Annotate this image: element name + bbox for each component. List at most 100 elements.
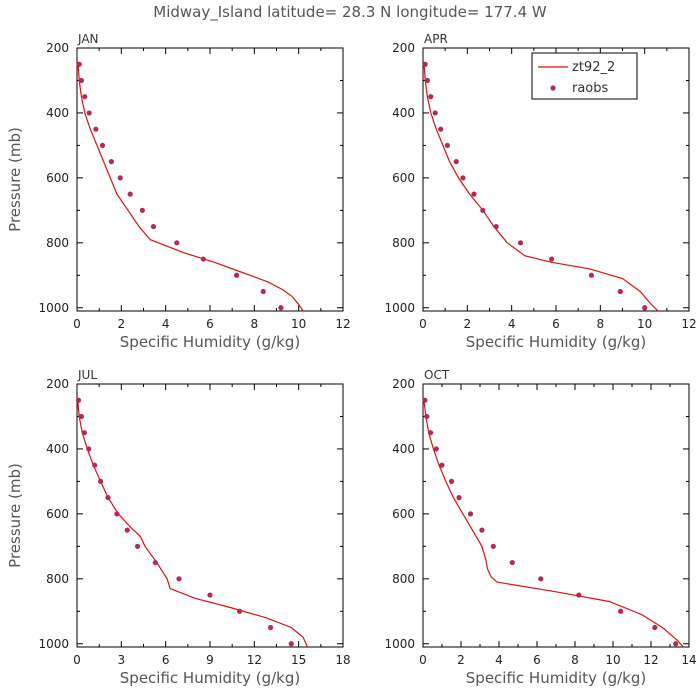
legend-obs-label: raobs	[572, 81, 609, 96]
panel-apr: APR 0 2 4 6 8 10 12 200 400 600 800 1000 Specific Hum…	[384, 32, 696, 351]
data-point-raobs	[267, 624, 274, 631]
x-tick-label: 2	[118, 317, 126, 331]
data-point-raobs	[127, 191, 133, 197]
data-point-raobs	[456, 495, 462, 501]
x-tick-label: 10	[605, 653, 620, 667]
y-axis-label: Pressure (mb)	[6, 127, 24, 232]
data-point-raobs	[99, 142, 106, 149]
y-tick-label: 800	[392, 236, 415, 250]
data-point-raobs	[673, 641, 679, 647]
panel-title: OCT	[424, 368, 450, 382]
y-tick-label: 600	[392, 171, 415, 185]
data-point-raobs	[207, 592, 213, 598]
data-point-raobs	[78, 77, 85, 84]
x-tick-label: 6	[552, 317, 560, 331]
x-tick-label: 6	[533, 653, 541, 667]
data-point-raobs	[278, 305, 284, 311]
legend-point-swatch	[550, 85, 556, 91]
y-tick-label: 1000	[384, 301, 415, 315]
data-point-raobs	[176, 576, 182, 582]
series-line-zt92_2	[423, 400, 684, 648]
data-point-raobs	[460, 175, 466, 181]
x-tick-label: 12	[681, 317, 696, 331]
data-point-raobs	[618, 608, 624, 614]
data-point-raobs	[105, 495, 111, 501]
panel-oct: OCT 0 2 4 6 8 10 12 14 200 400 600 800 1000 Specific H…	[384, 368, 696, 687]
x-tick-label: 4	[508, 317, 516, 331]
plot-frame	[76, 47, 344, 312]
data-point-raobs	[548, 256, 555, 262]
y-tick-label: 400	[46, 442, 69, 456]
y-axis-label: Pressure (mb)	[6, 463, 24, 568]
data-point-raobs	[453, 159, 459, 165]
data-point-raobs	[288, 641, 294, 647]
x-axis-label: Specific Humidity (g/kg)	[466, 333, 646, 351]
y-tick-label: 600	[46, 171, 69, 185]
data-point-raobs	[642, 305, 648, 311]
series-line-zt92_2	[423, 64, 659, 312]
y-tick-label: 800	[392, 572, 415, 586]
y-tick-label: 400	[46, 106, 69, 120]
data-point-raobs	[424, 77, 431, 84]
y-tick-label: 600	[46, 507, 69, 521]
x-tick-label: 8	[571, 653, 579, 667]
x-tick-label: 0	[73, 317, 81, 331]
data-point-raobs	[428, 94, 434, 100]
data-point-raobs	[200, 256, 206, 262]
y-tick-label: 400	[392, 106, 415, 120]
x-tick-label: 8	[251, 317, 259, 331]
data-point-raobs	[139, 207, 145, 213]
data-point-raobs	[588, 272, 595, 278]
data-point-raobs	[617, 288, 623, 295]
data-point-raobs	[439, 462, 445, 468]
data-point-raobs	[152, 559, 158, 566]
y-tick-label: 600	[392, 507, 415, 521]
data-point-raobs	[76, 61, 82, 67]
data-point-raobs	[86, 446, 92, 452]
data-point-raobs	[432, 110, 438, 116]
x-tick-label: 12	[247, 653, 262, 667]
x-tick-label: 18	[335, 653, 350, 667]
data-point-raobs	[92, 462, 98, 468]
data-point-raobs	[480, 207, 486, 213]
data-point-raobs	[479, 527, 485, 533]
data-point-raobs	[150, 223, 157, 230]
panel-jan: JAN 0 2 4 6 8 10 12 200 400 600 800 1000 Specific Hum…	[6, 32, 351, 351]
panel-title: JUL	[77, 368, 97, 382]
series-line-zt92_2	[77, 400, 309, 648]
data-point-raobs	[98, 478, 104, 485]
data-point-raobs	[93, 126, 99, 132]
x-axis-label: Specific Humidity (g/kg)	[466, 669, 646, 687]
data-point-raobs	[108, 159, 114, 165]
x-tick-label: 0	[73, 653, 81, 667]
panel-title: JAN	[77, 32, 99, 46]
y-tick-label: 1000	[38, 301, 69, 315]
x-axis-label: Specific Humidity (g/kg)	[120, 669, 300, 687]
data-point-raobs	[438, 126, 444, 132]
data-point-raobs	[652, 624, 658, 631]
panel-jul: JUL 0 3 6 9 12 15 18 200 400 600 800 1000 Specific Hu…	[6, 368, 351, 687]
data-point-raobs	[234, 272, 240, 278]
x-tick-label: 4	[495, 653, 503, 667]
data-point-raobs	[236, 608, 243, 614]
series-line-zt92_2	[77, 64, 304, 312]
x-tick-label: 9	[206, 653, 214, 667]
y-tick-label: 200	[392, 377, 415, 391]
legend-model-label: zt92_2	[572, 60, 615, 75]
data-point-raobs	[424, 413, 430, 420]
x-tick-label: 10	[291, 317, 306, 331]
y-tick-label: 1000	[38, 637, 69, 651]
data-point-raobs	[509, 559, 515, 566]
x-tick-label: 0	[419, 653, 427, 667]
data-point-raobs	[114, 511, 120, 517]
data-point-raobs	[422, 61, 428, 67]
data-point-raobs	[576, 592, 582, 598]
x-tick-label: 6	[162, 653, 170, 667]
x-tick-label: 12	[335, 317, 350, 331]
data-point-raobs	[471, 191, 477, 197]
x-tick-label: 6	[206, 317, 214, 331]
data-point-raobs	[174, 240, 180, 246]
panel-title: APR	[424, 32, 448, 46]
